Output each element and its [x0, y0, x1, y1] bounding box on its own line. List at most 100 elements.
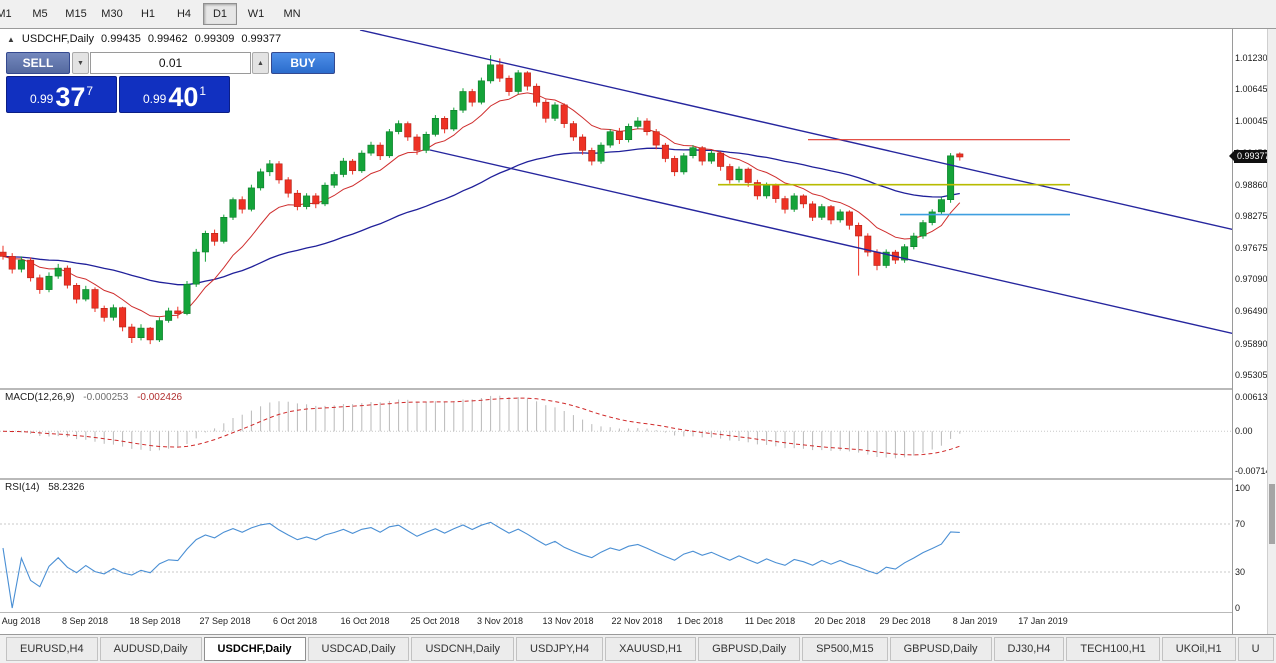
buy-price-prefix: 0.99: [142, 92, 167, 106]
lot-size-stepper: ▼ ▲: [72, 52, 269, 74]
timeframe-button-w1[interactable]: W1: [247, 8, 265, 20]
sell-price-display: 0.99 37 7: [6, 76, 117, 113]
buy-price-main: 40: [168, 82, 199, 112]
buy-price-display: 0.99 40 1: [119, 76, 230, 113]
date-label: 13 Nov 2018: [542, 616, 594, 626]
chart-tab-tech100-h1[interactable]: TECH100,H1: [1066, 637, 1160, 661]
chart-tab-ukoil-h1[interactable]: UKOil,H1: [1161, 637, 1236, 661]
price-axis-label: 0.95890: [1235, 338, 1268, 349]
date-label: 1 Dec 2018: [676, 616, 724, 626]
price-chart-canvas[interactable]: [0, 30, 1232, 388]
date-label: 17 Jan 2019: [1018, 616, 1068, 626]
date-label: 3 Nov 2018: [476, 616, 524, 626]
price-axis-label: 0.98275: [1235, 210, 1268, 221]
date-label: 6 Oct 2018: [272, 616, 318, 626]
date-axis: 29 Aug 2018 8 Sep 2018 18 Sep 2018 27 Sep 2…: [0, 613, 1232, 633]
lot-increase-button[interactable]: ▲: [252, 52, 269, 74]
chart-tab-audusd-daily[interactable]: AUDUSD,Daily: [99, 637, 202, 661]
date-label: 27 Sep 2018: [199, 616, 251, 626]
price-axis-label: 0.96490: [1235, 306, 1268, 317]
ohlc-low: 0.99309: [194, 33, 235, 45]
rsi-axis-label: 100: [1235, 483, 1251, 493]
macd-axis-label: 0.006137: [1235, 392, 1273, 403]
lot-decrease-button[interactable]: ▼: [72, 52, 89, 74]
ohlc-high: 0.99462: [147, 33, 188, 45]
chart-tab-eurusd-h4[interactable]: EURUSD,H4: [6, 637, 98, 661]
date-label: 16 Oct 2018: [340, 616, 390, 626]
symbol-header: ▲ USDCHF,Daily 0.99435 0.99462 0.99309 0…: [7, 33, 281, 45]
macd-label: MACD(12,26,9) -0.000253 -0.002426: [5, 392, 182, 403]
buy-price-pip: 1: [199, 84, 207, 98]
date-label: 8 Sep 2018: [61, 616, 109, 626]
chart-tab-usdcnh-daily[interactable]: USDCNH,Daily: [411, 637, 515, 661]
timeframe-button-h4[interactable]: H4: [176, 8, 192, 20]
macd-title: MACD(12,26,9): [5, 392, 75, 403]
rsi-value: 58.2326: [48, 482, 85, 493]
timeframe-button-m5[interactable]: M5: [32, 8, 48, 20]
sell-price-pip: 7: [86, 84, 94, 98]
rsi-canvas[interactable]: [0, 480, 1232, 612]
macd-axis-label: 0.00: [1235, 426, 1253, 437]
chart-tab-usdjpy-h4[interactable]: USDJPY,H4: [516, 637, 604, 661]
chart-tab-xauusd-h1[interactable]: XAUUSD,H1: [605, 637, 697, 661]
last-price-badge: 0.99377: [1229, 150, 1273, 163]
chart-tab-sp500-m15[interactable]: SP500,M15: [802, 637, 888, 661]
chart-tab-usdchf-daily[interactable]: USDCHF,Daily: [203, 637, 306, 661]
date-label: 8 Jan 2019: [952, 616, 998, 626]
rsi-title: RSI(14): [5, 482, 40, 493]
scrollbar-thumb[interactable]: [1269, 484, 1275, 544]
pane-separator[interactable]: [0, 478, 1268, 480]
timeframe-button-mn[interactable]: MN: [283, 8, 301, 20]
timeframe-button-m15[interactable]: M15: [65, 8, 87, 20]
date-label: 29 Aug 2018: [0, 616, 41, 626]
price-axis-column: 0.99377 1.012301.006451.000450.994500.98…: [1229, 29, 1276, 634]
price-axis-label: 0.95305: [1235, 369, 1268, 380]
price-axis-label: 0.97675: [1235, 243, 1268, 254]
macd-axis-label: -0.007142: [1235, 465, 1276, 476]
price-axis-label: 1.00645: [1235, 84, 1268, 95]
rsi-pane[interactable]: RSI(14) 58.2326: [0, 480, 1232, 612]
date-label: 29 Dec 2018: [879, 616, 931, 626]
sell-price-prefix: 0.99: [29, 92, 54, 106]
chart-tab-u[interactable]: U: [1237, 637, 1274, 661]
pane-separator[interactable]: [0, 388, 1268, 390]
date-label: 18 Sep 2018: [129, 616, 181, 626]
rsi-axis-label: 30: [1235, 567, 1246, 577]
sell-button[interactable]: SELL: [6, 52, 70, 74]
timeframe-button-m1[interactable]: M1: [0, 8, 12, 20]
timeframe-button-h1[interactable]: H1: [140, 8, 156, 20]
rsi-axis-label: 70: [1235, 519, 1246, 529]
rsi-label: RSI(14) 58.2326: [5, 482, 84, 493]
date-label: 11 Dec 2018: [744, 616, 796, 626]
price-axis-label: 1.00045: [1235, 116, 1268, 127]
buy-button[interactable]: BUY: [271, 52, 335, 74]
price-axis-label: 0.98860: [1235, 179, 1268, 190]
timeframe-button-m30[interactable]: M30: [101, 8, 123, 20]
vertical-scrollbar[interactable]: [1267, 29, 1276, 634]
price-axis-label: 1.01230: [1235, 52, 1268, 63]
date-label: 20 Dec 2018: [814, 616, 866, 626]
chart-tab-dj30-h4[interactable]: DJ30,H4: [993, 637, 1065, 661]
ohlc-close: 0.99377: [241, 33, 282, 45]
macd-canvas[interactable]: [0, 390, 1232, 478]
macd-value-signal: -0.002426: [137, 392, 183, 403]
one-click-trading-panel: SELL ▼ ▲ BUY 0.99 37 7 0.99 40 1: [6, 52, 335, 113]
lot-size-input[interactable]: [90, 52, 251, 74]
one-click-toggle-icon[interactable]: ▲: [7, 34, 15, 44]
price-axis-label: 0.97090: [1235, 274, 1268, 285]
pane-separator: [0, 612, 1268, 613]
symbol-name: USDCHF,Daily: [21, 33, 95, 45]
ohlc-open: 0.99435: [101, 33, 141, 45]
chart-tab-bar: EURUSD,H4 AUDUSD,Daily USDCHF,Daily USDCAD,…: [0, 634, 1276, 663]
macd-pane[interactable]: MACD(12,26,9) -0.000253 -0.002426: [0, 390, 1232, 478]
chart-tab-gbpusd-daily[interactable]: GBPUSD,Daily: [889, 637, 992, 661]
rsi-axis-label: 0: [1235, 603, 1241, 613]
sell-price-main: 37: [55, 82, 86, 112]
chart-tab-usdcad-daily[interactable]: USDCAD,Daily: [307, 637, 410, 661]
chart-tab-gbpusd-daily[interactable]: GBPUSD,Daily: [698, 637, 801, 661]
macd-value-main: -0.000253: [83, 392, 129, 403]
timeframe-toolbar: M1 M5 M15 M30 H1 H4 D1 W1 MN: [0, 0, 1276, 29]
date-label: 25 Oct 2018: [410, 616, 460, 626]
timeframe-button-d1[interactable]: D1: [203, 3, 237, 25]
date-label: 22 Nov 2018: [611, 616, 663, 626]
